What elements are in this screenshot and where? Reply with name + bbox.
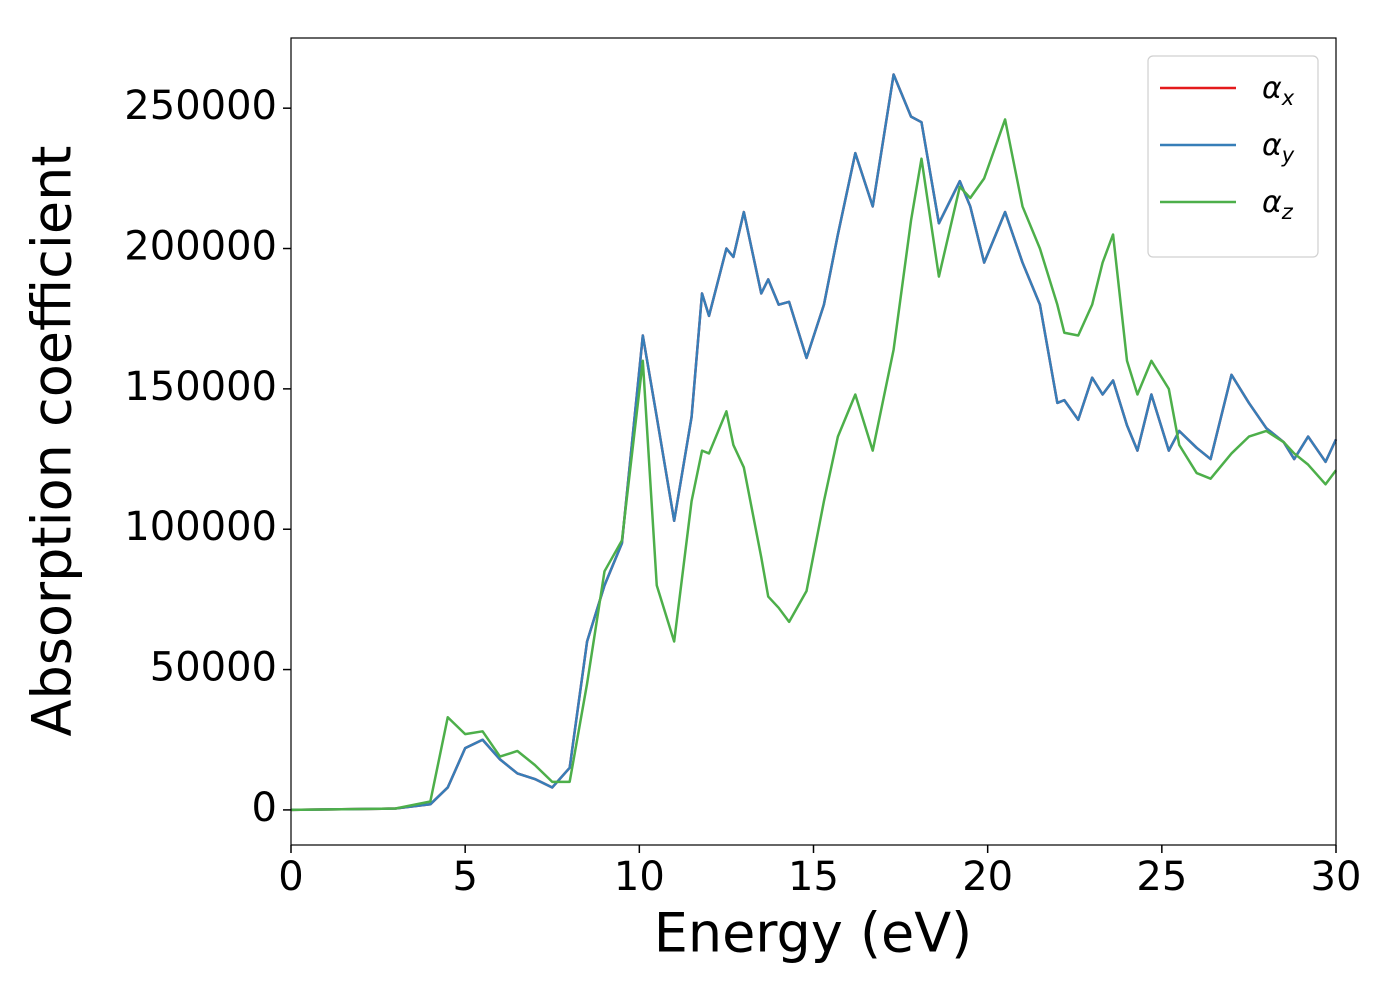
x-tick-label: 10 [614,854,665,900]
series-line [290,118,1338,812]
x-tick-label: 15 [788,854,839,900]
x-tick-label: 25 [1136,854,1187,900]
y-tick-label: 150000 [124,364,277,410]
x-tick-label: 5 [452,854,477,900]
legend-label: αx [1262,71,1295,110]
x-tick-label: 30 [1311,854,1362,900]
y-tick-label: 100000 [124,504,277,550]
y-tick-label: 200000 [124,224,277,270]
y-tick-label: 0 [252,785,277,831]
legend-label: αy [1262,128,1295,167]
x-tick-label: 0 [278,854,303,900]
x-tick-label: 20 [962,854,1013,900]
y-tick-label: 250000 [124,83,277,129]
plot-frame [290,37,1337,846]
legend-box [1147,55,1319,258]
series-line [290,73,1338,812]
y-tick-label: 50000 [150,645,277,691]
x-axis-label: Energy (eV) [654,902,973,965]
legend-label: αz [1262,185,1294,224]
y-axis-label: Absorption coefficient [21,146,84,737]
